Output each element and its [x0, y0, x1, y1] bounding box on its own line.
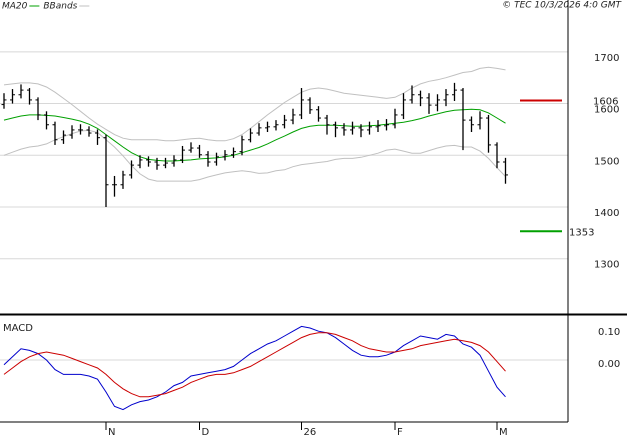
x-tick-label: F: [397, 427, 403, 438]
macd-line: [3, 325, 506, 411]
y-tick-label: 1400: [594, 208, 619, 219]
ma-line: [3, 108, 506, 162]
x-tick-label: N: [108, 427, 115, 438]
band-lower: [3, 129, 506, 182]
y-tick-label: 0.10: [598, 327, 620, 338]
level-label: 1353: [569, 227, 594, 238]
band-upper: [3, 66, 506, 142]
y-tick-label: 0.00: [598, 359, 620, 370]
x-tick-label: D: [202, 427, 210, 438]
macd-title: MACD: [3, 323, 33, 334]
credit: © TEC 10/3/2026 4:0 GMT: [502, 1, 622, 11]
y-tick-label: 1600: [594, 105, 619, 116]
macd-line: [3, 332, 506, 398]
y-tick-label: 1500: [594, 156, 619, 167]
y-tick-label: 1700: [594, 53, 619, 64]
x-tick-label: 26: [304, 427, 317, 438]
legend-label: BBands: [43, 2, 77, 12]
x-tick-label: M: [499, 427, 508, 438]
y-tick-label: 1300: [594, 260, 619, 271]
level-label: 1606: [593, 96, 618, 107]
legend-label: MA20: [2, 2, 28, 12]
